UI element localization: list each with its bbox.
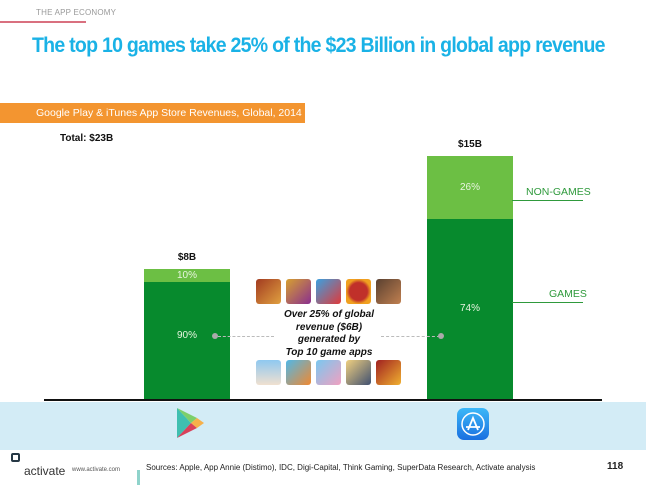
annotation-line: Over 25% of global: [283, 309, 375, 320]
bar-label: 26%: [459, 181, 480, 193]
bar-label: 74%: [459, 303, 480, 315]
brand-name: activate: [24, 464, 66, 478]
bar-non-games-0: [144, 269, 230, 283]
connector-left: [218, 336, 274, 337]
puzzle-and-dragons-icon: [286, 279, 311, 304]
connector-dot-left: [212, 333, 218, 339]
bar-total-label: $15B: [458, 139, 482, 150]
page-title: The top 10 games take 25% of the $23 Bil…: [32, 34, 606, 57]
clash-of-clans-icon: [256, 279, 281, 304]
x-axis: [44, 399, 602, 401]
tsum-tsum-icon: [316, 360, 341, 385]
activate-logo-icon: [11, 453, 20, 462]
annotation: Over 25% of global revenue ($6B) generat…: [270, 309, 388, 359]
legend-non-games: NON-GAMES: [526, 186, 591, 198]
annotation-line: revenue ($6B): [295, 321, 363, 333]
bar-label: 90%: [176, 330, 197, 341]
candy-crush-icon: [316, 279, 341, 304]
monster-strike-icon: [346, 279, 371, 304]
anime-game-icon: [346, 360, 371, 385]
page-number: 118: [607, 461, 624, 472]
bar-games-0: [144, 282, 230, 399]
sources: Sources: Apple, App Annie (Distimo), IDC…: [146, 463, 536, 472]
bar-label: 10%: [176, 269, 197, 281]
legend-games: GAMES: [549, 288, 587, 300]
subtitle-band: [0, 103, 305, 123]
google-play-icon: [177, 408, 204, 438]
app-store-icon: [457, 408, 489, 440]
chart-subtitle: Google Play & iTunes App Store Revenues,…: [36, 107, 302, 119]
footer-divider: [137, 470, 140, 485]
connector-right: [381, 336, 440, 337]
legend-non-games-line: [512, 200, 583, 201]
farm-heroes-icon: [286, 360, 311, 385]
store-logos-band: [0, 402, 646, 450]
legend-games-line: [512, 302, 583, 303]
game-of-war-icon: [376, 279, 401, 304]
hay-day-icon: [256, 360, 281, 385]
connector-dot-right: [438, 333, 444, 339]
bar-games-1: [427, 219, 513, 399]
fantasy-game-icon: [376, 360, 401, 385]
bar-total-label: $8B: [177, 252, 197, 264]
section-underline: [0, 21, 86, 23]
brand-url: www.activate.com: [72, 467, 121, 473]
annotation-line: generated by: [297, 334, 361, 345]
section-label: THE APP ECONOMY: [36, 8, 117, 17]
bar-non-games-1: [427, 156, 513, 220]
annotation-line: Top 10 game apps: [285, 346, 373, 358]
total-label: Total: $23B: [60, 133, 114, 144]
